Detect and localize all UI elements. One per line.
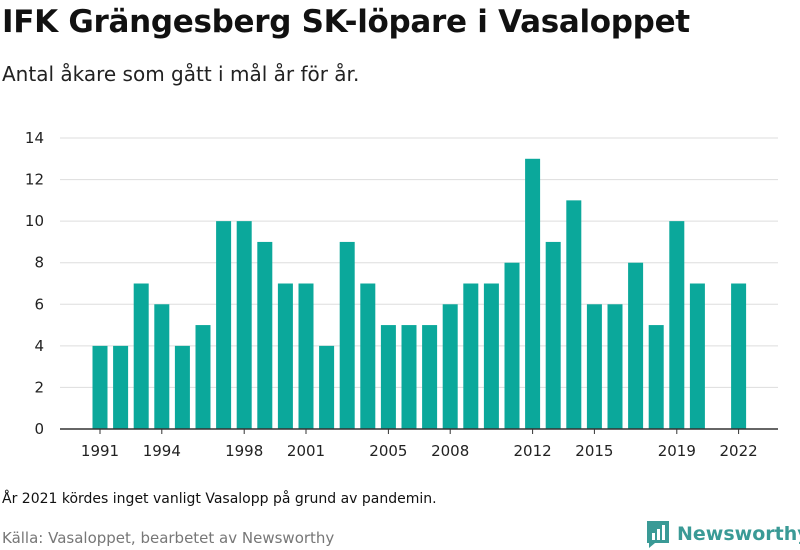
bar-1996 <box>195 325 211 429</box>
bar-1998 <box>236 221 252 429</box>
bars <box>92 158 747 429</box>
x-tick-label: 2005 <box>369 442 407 460</box>
x-tick-label: 2012 <box>514 442 552 460</box>
footnote: År 2021 kördes inget vanligt Vasalopp på… <box>2 491 437 507</box>
bar-1997 <box>216 221 232 429</box>
bar-2008 <box>442 304 458 429</box>
bar-1999 <box>257 241 273 429</box>
x-tick-label: 2015 <box>575 442 613 460</box>
x-axis-ticks: 1991 1994 1998 2001 2005 2008 2012 2015 2019 2022 <box>81 429 758 460</box>
chart-title: IFK Grängesberg SK-löpare i Vasaloppet <box>2 4 690 40</box>
bar-2007 <box>422 325 438 429</box>
x-tick-label: 1994 <box>143 442 181 460</box>
newsworthy-logo-icon <box>647 521 669 548</box>
y-tick-label: 0 <box>34 420 44 438</box>
y-tick-label: 10 <box>25 212 44 230</box>
bar-2005 <box>380 325 396 429</box>
bar-2009 <box>463 283 479 429</box>
x-tick-label: 2019 <box>658 442 696 460</box>
bar-2016 <box>607 304 623 429</box>
bar-2010 <box>483 283 499 429</box>
bar-1991 <box>92 345 108 429</box>
bar-2006 <box>401 325 417 429</box>
bar-2003 <box>339 241 355 429</box>
y-tick-label: 8 <box>34 254 44 272</box>
bar-2019 <box>669 221 685 429</box>
y-tick-label: 2 <box>34 378 44 396</box>
y-tick-label: 4 <box>34 337 44 355</box>
bar-1992 <box>113 345 129 429</box>
bar-2013 <box>545 241 561 429</box>
bar-2001 <box>298 283 314 429</box>
bar-2014 <box>566 200 582 429</box>
y-axis-ticks: 0 2 4 6 8 10 12 14 <box>25 129 44 438</box>
bar-2022 <box>731 283 747 429</box>
bar-2020 <box>689 283 705 429</box>
bar-2017 <box>628 262 644 429</box>
bar-2018 <box>648 325 664 429</box>
y-tick-label: 6 <box>34 295 44 313</box>
bar-chart: 0 2 4 6 8 10 12 14 1991 1994 1998 2001 2005 2008 2012… <box>25 129 778 460</box>
bar-2011 <box>504 262 520 429</box>
bar-1993 <box>133 283 149 429</box>
y-tick-label: 12 <box>25 171 44 189</box>
chart-subtitle: Antal åkare som gått i mål år för år. <box>2 62 360 86</box>
x-tick-label: 2001 <box>287 442 325 460</box>
y-tick-label: 14 <box>25 129 44 147</box>
x-tick-label: 1998 <box>225 442 263 460</box>
x-tick-label: 2008 <box>431 442 469 460</box>
bar-2004 <box>360 283 376 429</box>
bar-2002 <box>319 345 335 429</box>
bar-2015 <box>586 304 602 429</box>
bar-1995 <box>174 345 190 429</box>
source-credit: Källa: Vasaloppet, bearbetet av Newswort… <box>2 529 335 547</box>
x-tick-label: 1991 <box>81 442 119 460</box>
x-tick-label: 2022 <box>720 442 758 460</box>
bar-1994 <box>154 304 170 429</box>
bar-2000 <box>277 283 293 429</box>
brand-logo: Newsworthy <box>645 519 800 549</box>
bar-2012 <box>525 158 541 429</box>
brand-name: Newsworthy <box>677 523 800 545</box>
